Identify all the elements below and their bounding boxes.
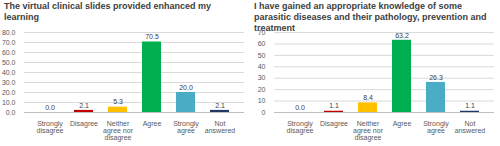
svg-text:Neitheragree nordisagree: Neitheragree nordisagree <box>103 120 134 142</box>
svg-text:30: 30 <box>258 74 266 81</box>
svg-text:Notanswered: Notanswered <box>205 120 235 134</box>
svg-text:0.0: 0.0 <box>6 109 16 116</box>
svg-text:1.1: 1.1 <box>465 102 475 109</box>
svg-text:10: 10 <box>258 97 266 104</box>
svg-text:20.0: 20.0 <box>2 89 16 96</box>
svg-text:0: 0 <box>262 109 266 116</box>
svg-text:20.0: 20.0 <box>179 84 193 91</box>
svg-text:Disagree: Disagree <box>70 120 98 128</box>
svg-text:50: 50 <box>258 52 266 59</box>
svg-text:20: 20 <box>258 86 266 93</box>
svg-text:60: 60 <box>258 40 266 47</box>
svg-text:Stronglydisagree: Stronglydisagree <box>287 120 314 135</box>
svg-text:70.0: 70.0 <box>2 39 16 46</box>
svg-text:Neitheragree nordisagree: Neitheragree nordisagree <box>353 120 384 142</box>
svg-text:0.0: 0.0 <box>45 104 55 111</box>
svg-text:10.0: 10.0 <box>2 99 16 106</box>
svg-text:0.0: 0.0 <box>295 104 305 111</box>
svg-text:80.0: 80.0 <box>2 29 16 36</box>
svg-text:60.0: 60.0 <box>2 49 16 56</box>
svg-text:26.3: 26.3 <box>429 74 443 81</box>
svg-text:40.0: 40.0 <box>2 69 16 76</box>
svg-text:Agree: Agree <box>143 120 162 128</box>
svg-text:Stronglyagree: Stronglyagree <box>423 120 449 135</box>
svg-text:40: 40 <box>258 63 266 70</box>
svg-text:1.1: 1.1 <box>329 102 339 109</box>
svg-text:2.1: 2.1 <box>215 102 225 109</box>
svg-text:Disagree: Disagree <box>320 120 348 128</box>
svg-text:Agree: Agree <box>393 120 412 128</box>
svg-text:30.0: 30.0 <box>2 79 16 86</box>
svg-text:Notanswered: Notanswered <box>455 120 485 134</box>
svg-text:50.0: 50.0 <box>2 59 16 66</box>
svg-text:8.4: 8.4 <box>363 94 373 101</box>
svg-text:70.5: 70.5 <box>145 33 159 40</box>
svg-text:63.2: 63.2 <box>395 32 409 39</box>
svg-text:5.3: 5.3 <box>113 98 123 105</box>
svg-text:Stronglydisagree: Stronglydisagree <box>37 120 64 135</box>
svg-text:2.1: 2.1 <box>79 102 89 109</box>
svg-text:Stronglyagree: Stronglyagree <box>173 120 199 135</box>
svg-text:70: 70 <box>258 29 266 36</box>
